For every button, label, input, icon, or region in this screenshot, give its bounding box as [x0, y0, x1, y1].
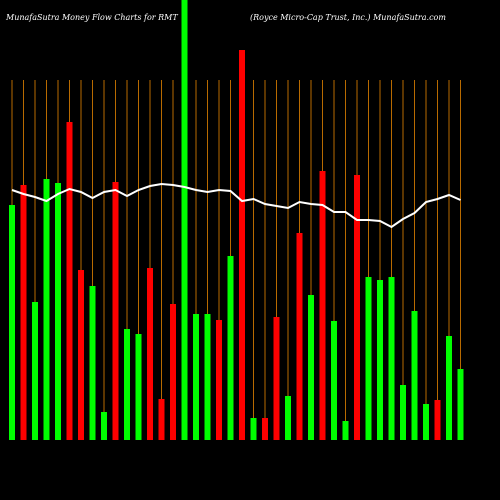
bar [446, 336, 452, 440]
bar [239, 50, 245, 440]
bar [365, 277, 372, 440]
bar [193, 314, 199, 440]
bar [170, 304, 176, 440]
bar [66, 122, 73, 440]
bar [308, 295, 314, 440]
bar [181, 0, 188, 440]
bar [400, 385, 406, 440]
bar [423, 404, 429, 440]
bar [342, 421, 349, 440]
bar [9, 205, 15, 440]
bar [285, 396, 291, 440]
bar [20, 185, 27, 440]
bar [78, 270, 84, 440]
bar [262, 418, 268, 440]
bar [101, 412, 107, 440]
money-flow-line [11, 182, 461, 229]
chart-subtitle: (Royce Micro-Cap Trust, Inc.) MunafaSutr… [250, 13, 446, 22]
bar [354, 175, 360, 440]
bar [411, 311, 418, 440]
bar [135, 334, 142, 440]
chart-title: MunafaSutra Money Flow Charts for RMT [5, 13, 178, 22]
bar [319, 171, 326, 440]
bar [124, 329, 130, 440]
bar [204, 314, 211, 440]
bar [273, 317, 280, 440]
bar [112, 182, 119, 440]
bar [32, 302, 38, 440]
bar [89, 286, 96, 440]
bar [434, 400, 441, 440]
bar [55, 183, 61, 440]
bar [388, 277, 395, 440]
bar [43, 179, 50, 440]
bar [457, 369, 464, 440]
bar [216, 320, 222, 440]
bar [147, 268, 153, 440]
bar [250, 418, 257, 440]
bar [296, 233, 303, 440]
bar [158, 399, 165, 440]
bar [377, 280, 383, 440]
bar [331, 321, 337, 440]
bar [227, 256, 234, 440]
